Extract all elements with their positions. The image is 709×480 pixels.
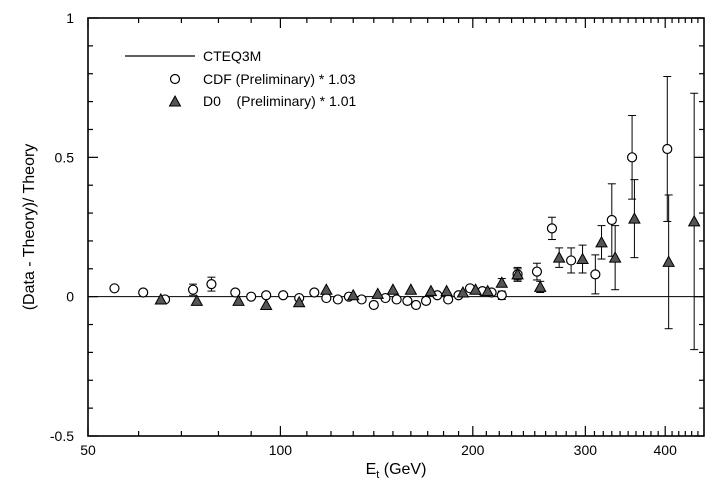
d0-data-point (292, 295, 306, 308)
d0-data-point (190, 294, 204, 306)
d0-data-point (628, 212, 641, 224)
y-tick-label: 0 (66, 289, 74, 305)
y-axis-label: (Data - Theory)/ Theory (21, 144, 38, 311)
cdf-data-point (187, 284, 199, 295)
legend-label-d0: D0 (Preliminary) * 1.01 (203, 93, 356, 109)
d0-data-point (404, 283, 418, 295)
d0-data-point (533, 280, 547, 292)
d0-data-point (552, 251, 566, 263)
cdf-data-point (566, 255, 577, 266)
x-axis-label: Et (GeV) (366, 461, 427, 480)
d0-data-point (259, 298, 273, 311)
d0-data-point (456, 285, 470, 298)
cdf-data-point (410, 299, 422, 311)
cdf-data-point (662, 143, 673, 155)
legend-triangle-symbol (168, 94, 182, 107)
legend-label-cteq3m: CTEQ3M (203, 48, 261, 64)
y-tick-label: -0.5 (50, 428, 74, 444)
cdf-data-point (138, 287, 149, 298)
d0-data-point (595, 235, 608, 248)
cdf-data-point (309, 287, 320, 298)
d0-data-point (608, 251, 622, 263)
d0-data-point (319, 283, 333, 295)
x-tick-label: 200 (461, 442, 485, 458)
d0-data-point (481, 284, 495, 297)
cdf-data-point (261, 290, 272, 301)
data-markers (109, 143, 701, 311)
d0-data-point (495, 276, 509, 288)
cdf-data-point (109, 283, 120, 294)
cdf-data-point (496, 290, 507, 301)
d0-data-point (576, 252, 589, 265)
x-tick-label: 100 (269, 442, 293, 458)
cdf-data-point (546, 223, 558, 234)
legend-label-cdf: CDF (Preliminary) * 1.03 (203, 71, 356, 87)
axis-tick-labels: -0.5 0 0.5 1 50 100 200 300 400 (50, 10, 677, 458)
cdf-data-point (368, 299, 379, 311)
cdf-data-point (321, 292, 332, 304)
cdf-data-point (626, 152, 638, 163)
axis-ticks (87, 17, 704, 437)
cdf-data-point (230, 287, 241, 298)
cdf-data-point (443, 294, 454, 305)
d0-data-point (371, 287, 385, 299)
cdf-data-point (402, 295, 413, 306)
x-tick-label: 300 (574, 442, 598, 458)
y-tick-label: 0.5 (55, 149, 75, 165)
d0-data-point (511, 267, 524, 280)
cdf-data-point (332, 294, 343, 305)
cdf-data-point (206, 279, 217, 290)
d0-data-point (440, 284, 453, 297)
x-axis-label-main: E (366, 461, 377, 478)
x-axis-label-units: (GeV) (379, 461, 426, 478)
d0-data-point (346, 288, 360, 301)
x-axis-label-subscript: t (376, 469, 379, 480)
d0-data-point (687, 214, 701, 227)
x-tick-label: 50 (80, 442, 96, 458)
d0-data-point (662, 255, 675, 267)
d0-data-point (232, 294, 245, 306)
d0-data-point (469, 283, 482, 295)
cdf-data-point (391, 294, 402, 305)
legend-circle-symbol (169, 73, 181, 85)
cdf-data-point (246, 291, 257, 302)
cdf-data-point (420, 295, 432, 306)
cdf-data-point (531, 266, 543, 277)
plot-frame (87, 17, 705, 437)
cdf-data-point (278, 290, 289, 301)
d0-data-point (154, 292, 168, 305)
legend: CTEQ3M CDF (Preliminary) * 1.03 D0 (Prel… (125, 48, 356, 109)
y-tick-label: 1 (66, 10, 74, 26)
d0-data-point (386, 283, 400, 295)
d0-data-point (424, 284, 438, 297)
cdf-data-point (590, 269, 601, 280)
cdf-data-point (606, 214, 617, 226)
x-tick-label: 400 (654, 442, 678, 458)
